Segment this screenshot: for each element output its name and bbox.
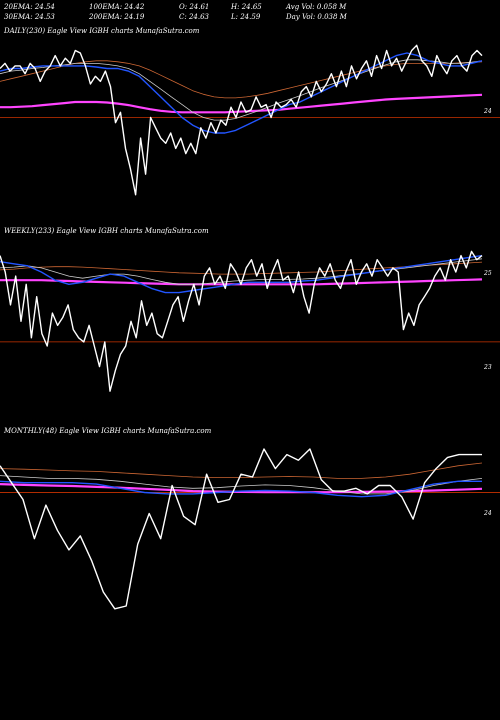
open-stat: O: 24.61: [179, 3, 210, 11]
daily-chart-title: DAILY(230) Eagle View IGBH charts Munafa…: [4, 27, 200, 35]
ema100-stat: 100EMA: 24.42: [89, 3, 145, 11]
daily-ema100-line: [0, 60, 483, 99]
daily-ema30-line: [0, 59, 483, 121]
weekly-y-label-upper: 25: [484, 270, 492, 277]
monthly-ema100-line: [0, 462, 483, 479]
daily-ema200-line: [0, 93, 483, 114]
daily-y-label: 24: [484, 108, 492, 115]
ema200-stat: 200EMA: 24.19: [89, 13, 145, 21]
avg-vol-stat: Avg Vol: 0.058 M: [286, 3, 347, 11]
monthly-y-label: 24: [484, 510, 492, 517]
day-vol-stat: Day Vol: 0.038 M: [286, 13, 347, 21]
monthly-price-line: [0, 448, 482, 610]
weekly-price-line: [0, 250, 483, 392]
weekly-ema100-line: [0, 261, 483, 275]
high-stat: H: 24.65: [231, 3, 262, 11]
ema20-stat: 20EMA: 24.54: [4, 3, 55, 11]
stats-row-1: 20EMA: 24.54 100EMA: 24.42 O: 24.61 H: 2…: [4, 2, 496, 12]
stats-row-2: 30EMA: 24.53 200EMA: 24.19 C: 24.63 L: 2…: [4, 12, 496, 22]
ema30-stat: 30EMA: 24.53: [4, 13, 55, 21]
low-stat: L: 24.59: [231, 13, 261, 21]
monthly-ema20-line: [0, 480, 482, 498]
daily-ema20-line: [0, 52, 483, 134]
weekly-y-label-lower: 23: [484, 364, 492, 371]
weekly-chart-title: WEEKLY(233) Eagle View IGBH charts Munaf…: [4, 227, 209, 235]
close-stat: C: 24.63: [179, 13, 209, 21]
stats-header: 20EMA: 24.54 100EMA: 24.42 O: 24.61 H: 2…: [4, 2, 496, 22]
daily-price-line: [0, 44, 483, 196]
weekly-ema30-line: [0, 258, 483, 285]
monthly-chart-title: MONTHLY(48) Eagle View IGBH charts Munaf…: [4, 427, 212, 435]
